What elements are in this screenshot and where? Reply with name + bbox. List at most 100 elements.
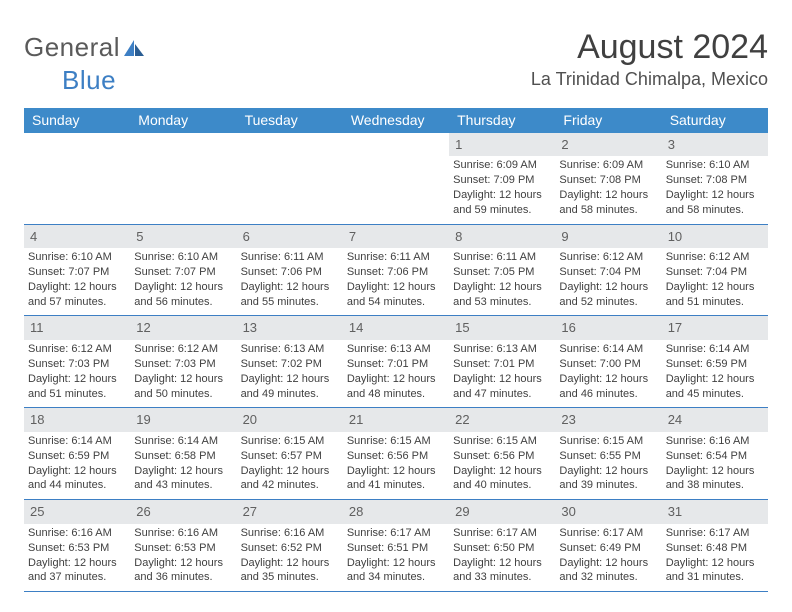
day-body: Sunrise: 6:17 AMSunset: 6:50 PMDaylight:… <box>449 524 555 591</box>
daylight-text: Daylight: 12 hours <box>28 280 126 295</box>
week-row: 4Sunrise: 6:10 AMSunset: 7:07 PMDaylight… <box>24 225 768 317</box>
day-number: 4 <box>24 225 130 249</box>
sunrise-text: Sunrise: 6:15 AM <box>559 434 657 449</box>
sunrise-text: Sunrise: 6:17 AM <box>559 526 657 541</box>
sunrise-text: Sunrise: 6:15 AM <box>347 434 445 449</box>
day-cell: 13Sunrise: 6:13 AMSunset: 7:02 PMDayligh… <box>237 316 343 407</box>
day-cell: 8Sunrise: 6:11 AMSunset: 7:05 PMDaylight… <box>449 225 555 316</box>
daylight-text: and 40 minutes. <box>453 478 551 493</box>
day-cell <box>237 133 343 224</box>
day-number: 7 <box>343 225 449 249</box>
day-body <box>130 156 236 164</box>
day-number: 2 <box>555 133 661 157</box>
daylight-text: Daylight: 12 hours <box>559 188 657 203</box>
day-number <box>343 133 449 157</box>
day-header-thursday: Thursday <box>449 108 555 133</box>
day-cell: 9Sunrise: 6:12 AMSunset: 7:04 PMDaylight… <box>555 225 661 316</box>
day-number: 19 <box>130 408 236 432</box>
daylight-text: and 33 minutes. <box>453 570 551 585</box>
day-body: Sunrise: 6:10 AMSunset: 7:07 PMDaylight:… <box>24 248 130 315</box>
day-cell: 20Sunrise: 6:15 AMSunset: 6:57 PMDayligh… <box>237 408 343 499</box>
logo: GeneralBlue <box>24 32 146 96</box>
daylight-text: and 58 minutes. <box>666 203 764 218</box>
sunset-text: Sunset: 6:53 PM <box>28 541 126 556</box>
daylight-text: Daylight: 12 hours <box>453 188 551 203</box>
logo-text-general: General <box>24 32 120 62</box>
calendar-grid: SundayMondayTuesdayWednesdayThursdayFrid… <box>24 108 768 593</box>
day-cell: 15Sunrise: 6:13 AMSunset: 7:01 PMDayligh… <box>449 316 555 407</box>
daylight-text: Daylight: 12 hours <box>347 280 445 295</box>
day-cell: 11Sunrise: 6:12 AMSunset: 7:03 PMDayligh… <box>24 316 130 407</box>
day-number: 23 <box>555 408 661 432</box>
day-cell: 12Sunrise: 6:12 AMSunset: 7:03 PMDayligh… <box>130 316 236 407</box>
daylight-text: and 57 minutes. <box>28 295 126 310</box>
daylight-text: Daylight: 12 hours <box>453 556 551 571</box>
day-number: 5 <box>130 225 236 249</box>
day-header-wednesday: Wednesday <box>343 108 449 133</box>
sunset-text: Sunset: 7:02 PM <box>241 357 339 372</box>
day-number: 3 <box>662 133 768 157</box>
daylight-text: and 32 minutes. <box>559 570 657 585</box>
day-body: Sunrise: 6:13 AMSunset: 7:01 PMDaylight:… <box>449 340 555 407</box>
sunrise-text: Sunrise: 6:17 AM <box>666 526 764 541</box>
day-body: Sunrise: 6:17 AMSunset: 6:51 PMDaylight:… <box>343 524 449 591</box>
daylight-text: and 49 minutes. <box>241 387 339 402</box>
day-body: Sunrise: 6:17 AMSunset: 6:48 PMDaylight:… <box>662 524 768 591</box>
week-row: 25Sunrise: 6:16 AMSunset: 6:53 PMDayligh… <box>24 500 768 592</box>
day-cell: 22Sunrise: 6:15 AMSunset: 6:56 PMDayligh… <box>449 408 555 499</box>
day-body: Sunrise: 6:11 AMSunset: 7:05 PMDaylight:… <box>449 248 555 315</box>
day-number: 22 <box>449 408 555 432</box>
day-body <box>237 156 343 164</box>
sunset-text: Sunset: 7:04 PM <box>559 265 657 280</box>
day-body: Sunrise: 6:14 AMSunset: 6:58 PMDaylight:… <box>130 432 236 499</box>
day-body: Sunrise: 6:11 AMSunset: 7:06 PMDaylight:… <box>343 248 449 315</box>
sunrise-text: Sunrise: 6:10 AM <box>28 250 126 265</box>
weeks-container: 1Sunrise: 6:09 AMSunset: 7:09 PMDaylight… <box>24 133 768 593</box>
sunrise-text: Sunrise: 6:12 AM <box>134 342 232 357</box>
daylight-text: Daylight: 12 hours <box>559 556 657 571</box>
day-cell: 21Sunrise: 6:15 AMSunset: 6:56 PMDayligh… <box>343 408 449 499</box>
day-header-tuesday: Tuesday <box>237 108 343 133</box>
day-body <box>24 156 130 164</box>
day-cell: 3Sunrise: 6:10 AMSunset: 7:08 PMDaylight… <box>662 133 768 224</box>
day-header-friday: Friday <box>555 108 661 133</box>
sunset-text: Sunset: 7:01 PM <box>453 357 551 372</box>
sunrise-text: Sunrise: 6:13 AM <box>241 342 339 357</box>
day-body: Sunrise: 6:13 AMSunset: 7:01 PMDaylight:… <box>343 340 449 407</box>
sunset-text: Sunset: 6:49 PM <box>559 541 657 556</box>
day-body: Sunrise: 6:14 AMSunset: 6:59 PMDaylight:… <box>662 340 768 407</box>
sunset-text: Sunset: 7:07 PM <box>134 265 232 280</box>
sunrise-text: Sunrise: 6:16 AM <box>241 526 339 541</box>
day-cell: 19Sunrise: 6:14 AMSunset: 6:58 PMDayligh… <box>130 408 236 499</box>
daylight-text: Daylight: 12 hours <box>134 280 232 295</box>
day-number: 12 <box>130 316 236 340</box>
daylight-text: and 58 minutes. <box>559 203 657 218</box>
sunset-text: Sunset: 7:06 PM <box>241 265 339 280</box>
day-number: 6 <box>237 225 343 249</box>
daylight-text: and 51 minutes. <box>666 295 764 310</box>
day-body: Sunrise: 6:16 AMSunset: 6:53 PMDaylight:… <box>130 524 236 591</box>
daylight-text: and 46 minutes. <box>559 387 657 402</box>
daylight-text: Daylight: 12 hours <box>134 372 232 387</box>
day-body: Sunrise: 6:16 AMSunset: 6:53 PMDaylight:… <box>24 524 130 591</box>
day-number: 17 <box>662 316 768 340</box>
day-body: Sunrise: 6:09 AMSunset: 7:09 PMDaylight:… <box>449 156 555 223</box>
day-header-sunday: Sunday <box>24 108 130 133</box>
day-number: 25 <box>24 500 130 524</box>
daylight-text: and 39 minutes. <box>559 478 657 493</box>
daylight-text: and 51 minutes. <box>28 387 126 402</box>
sunrise-text: Sunrise: 6:14 AM <box>666 342 764 357</box>
sunset-text: Sunset: 6:59 PM <box>28 449 126 464</box>
page-title: August 2024 <box>531 28 768 67</box>
sunset-text: Sunset: 7:08 PM <box>559 173 657 188</box>
day-number: 18 <box>24 408 130 432</box>
sunrise-text: Sunrise: 6:14 AM <box>28 434 126 449</box>
day-number <box>24 133 130 157</box>
sunrise-text: Sunrise: 6:14 AM <box>134 434 232 449</box>
daylight-text: Daylight: 12 hours <box>347 372 445 387</box>
day-cell: 1Sunrise: 6:09 AMSunset: 7:09 PMDaylight… <box>449 133 555 224</box>
sunrise-text: Sunrise: 6:09 AM <box>559 158 657 173</box>
daylight-text: and 34 minutes. <box>347 570 445 585</box>
daylight-text: Daylight: 12 hours <box>559 372 657 387</box>
day-cell: 24Sunrise: 6:16 AMSunset: 6:54 PMDayligh… <box>662 408 768 499</box>
